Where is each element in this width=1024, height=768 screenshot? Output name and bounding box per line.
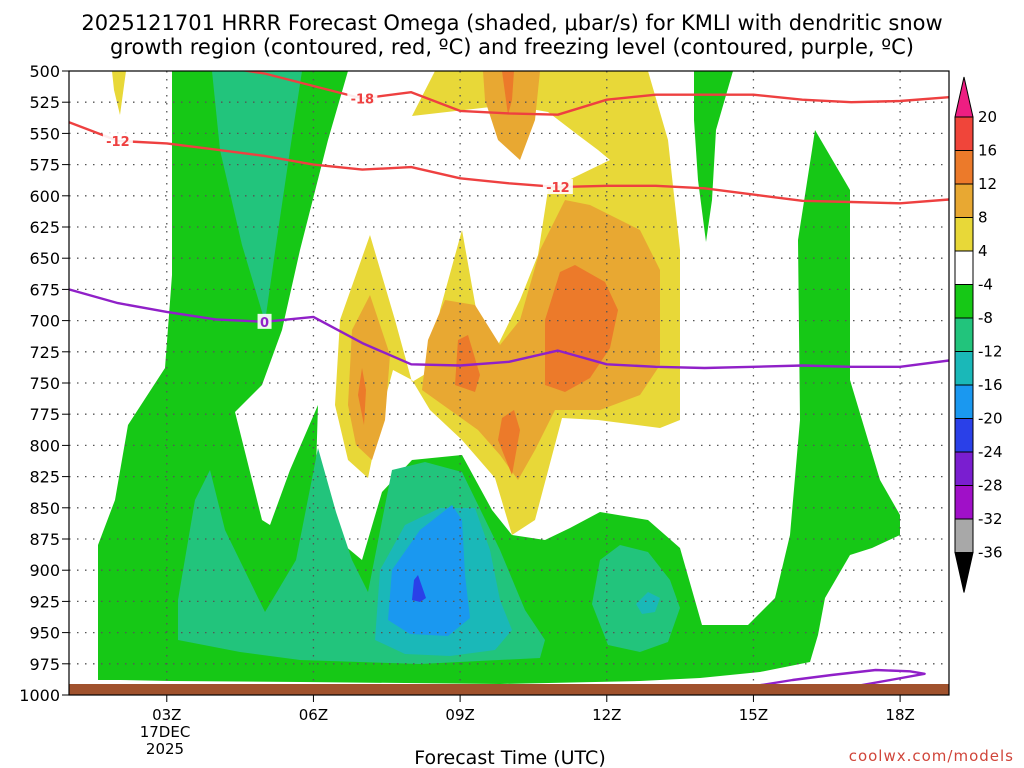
contour-line	[69, 121, 949, 205]
colorbar-label: -4	[978, 276, 993, 294]
colorbar-label: -8	[978, 309, 993, 327]
y-tick-label: 525	[29, 93, 60, 112]
colorbar-swatch	[954, 217, 974, 252]
y-tick-label: 575	[29, 156, 60, 175]
colorbar-label: 4	[978, 242, 988, 260]
y-tick-label: 950	[29, 624, 60, 643]
contour-label: -12	[546, 181, 570, 196]
colorbar-swatch	[954, 384, 974, 419]
contour-line	[240, 71, 949, 116]
colorbar-swatch	[954, 418, 974, 453]
date-label-day: 17DEC	[140, 723, 191, 741]
x-tick-label: 03Z	[152, 706, 181, 724]
colorbar-swatch	[954, 518, 974, 553]
contour-label-background	[102, 132, 133, 148]
x-axis: 03Z 06Z 09Z 12Z 15Z 18Z	[152, 695, 915, 724]
plot-grid	[69, 71, 949, 695]
omega-shade-minus12-east	[636, 592, 660, 614]
y-tick-label: 625	[29, 218, 60, 237]
colorbar-bottom-arrow	[954, 552, 974, 593]
colorbar-swatch	[954, 183, 974, 218]
colorbar-label: 16	[978, 142, 997, 160]
contour-line	[69, 288, 949, 370]
y-tick-label: 800	[29, 436, 60, 455]
y-tick-label: 775	[29, 405, 60, 424]
x-tick-label: 06Z	[299, 706, 328, 724]
colorbar: 20 16 12 8 4 -4 -8 -12 -16 -20 -24 -28 -32 -36	[954, 76, 1003, 593]
omega-shade-plus12-a	[358, 368, 366, 425]
colorbar-label: -12	[978, 343, 1003, 361]
y-tick-label: 900	[29, 561, 60, 580]
contour-label: -18	[351, 92, 375, 107]
colorbar-swatch	[954, 317, 974, 352]
x-tick-label: 15Z	[739, 706, 768, 724]
omega-shade-plus8-main	[422, 200, 660, 480]
colorbar-label: -36	[978, 544, 1003, 562]
y-tick-label: 725	[29, 343, 60, 362]
x-axis-title: Forecast Time (UTC)	[414, 747, 605, 768]
contour-label-background	[257, 313, 272, 329]
omega-shade-minus8-east	[592, 545, 680, 652]
y-tick-label: 500	[29, 62, 60, 81]
colorbar-label: -28	[978, 477, 1003, 495]
y-tick-label: 700	[29, 312, 60, 331]
omega-shade-minus8-aloft	[212, 71, 302, 322]
omega-shade-minus20	[412, 575, 426, 602]
colorbar-label: -20	[978, 410, 1003, 428]
y-tick-label: 925	[29, 592, 60, 611]
y-tick-label: 750	[29, 374, 60, 393]
contour-label: 0	[260, 316, 269, 331]
y-tick-label: 850	[29, 499, 60, 518]
terrain-strip	[69, 684, 949, 695]
omega-shade-plus4-tail	[112, 71, 126, 115]
y-tick-label: 975	[29, 655, 60, 674]
omega-shade-plus8	[483, 71, 540, 160]
colorbar-label: -24	[978, 443, 1003, 461]
colorbar-label: 8	[978, 209, 988, 227]
x-tick-label: 12Z	[592, 706, 621, 724]
credit-label: coolwx.com/models	[849, 747, 1014, 765]
contour-label-background	[542, 179, 573, 195]
colorbar-swatch	[954, 284, 974, 319]
y-tick-label: 675	[29, 280, 60, 299]
colorbar-label: 20	[978, 108, 997, 126]
contour-lines: 0 -18 -12 -12	[69, 71, 949, 693]
y-tick-label: 550	[29, 124, 60, 143]
y-tick-label: 875	[29, 530, 60, 549]
omega-shade-minus4-low-level	[98, 71, 900, 684]
colorbar-swatch	[954, 250, 974, 285]
omega-shade-minus4-upper	[694, 71, 733, 242]
colorbar-swatch	[954, 451, 974, 486]
omega-shade-plus12-c	[545, 265, 618, 392]
y-tick-label: 650	[29, 249, 60, 268]
contour-label-background	[347, 90, 378, 106]
y-tick-label: 825	[29, 468, 60, 487]
omega-shading	[98, 71, 900, 684]
colorbar-swatch	[954, 150, 974, 185]
omega-shade-plus12-b	[455, 335, 480, 392]
colorbar-label: -16	[978, 376, 1003, 394]
colorbar-swatch	[954, 485, 974, 520]
omega-shade-plus12-d	[498, 410, 520, 475]
y-tick-label: 600	[29, 187, 60, 206]
contour-label: -12	[106, 135, 130, 150]
y-axis: 500 525 550 575 600 625 650 675 700 725 750 775 800 8…	[19, 62, 69, 705]
colorbar-swatch	[954, 351, 974, 386]
colorbar-swatch	[954, 116, 974, 151]
y-tick-label: 1000	[19, 686, 60, 705]
date-label-year: 2025	[146, 740, 184, 758]
x-tick-label: 09Z	[445, 706, 474, 724]
omega-shade-plus8-mid	[348, 295, 390, 460]
colorbar-label: 12	[978, 175, 997, 193]
colorbar-label: -32	[978, 510, 1003, 528]
omega-shade-plus12-top	[502, 71, 514, 115]
chart-title-line-1: 2025121701 HRRR Forecast Omega (shaded, …	[81, 11, 942, 35]
x-tick-label: 18Z	[885, 706, 914, 724]
colorbar-top-arrow	[954, 76, 974, 118]
plot-area: 0 -18 -12 -12	[69, 71, 949, 695]
chart-title-line-2: growth region (contoured, red, ºC) and f…	[110, 35, 914, 59]
